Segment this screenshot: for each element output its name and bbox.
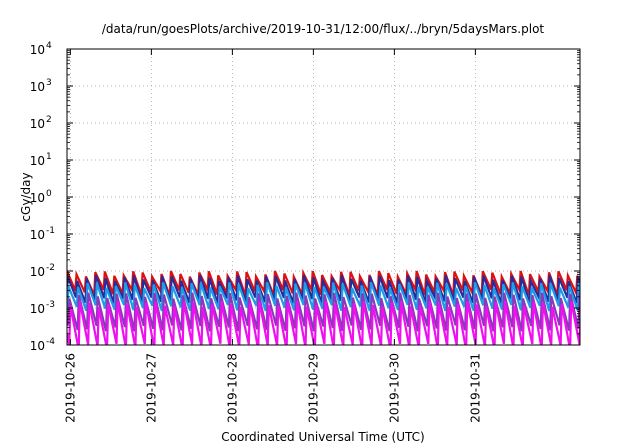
- y-tick-label: 10: [30, 43, 45, 57]
- x-axis-label: Coordinated Universal Time (UTC): [221, 430, 424, 444]
- x-axis: 2019-10-26 2019-10-27 2019-10-28 2019-10-29…: [63, 49, 482, 423]
- series-group: [67, 268, 580, 345]
- y-tick-label: 10: [30, 339, 45, 353]
- x-tick-label: 2019-10-30: [387, 353, 401, 423]
- x-tick-label: 2019-10-31: [468, 353, 482, 423]
- series-line-5: [67, 300, 580, 345]
- y-tick-exponent: -2: [46, 263, 55, 273]
- y-tick-exponent: -3: [46, 300, 55, 310]
- y-tick-label: 10: [30, 265, 45, 279]
- y-tick-exponent: -4: [46, 337, 55, 347]
- series-line-2: [67, 274, 580, 304]
- y-tick-exponent: 2: [46, 115, 52, 125]
- series-line-3: [67, 281, 580, 312]
- x-tick-label: 2019-10-27: [144, 353, 158, 423]
- y-tick-label: 10: [30, 117, 45, 131]
- x-tick-label: 2019-10-28: [225, 353, 239, 423]
- chart-title: /data/run/goesPlots/archive/2019-10-31/1…: [102, 22, 545, 36]
- x-tick-label: 2019-10-29: [306, 353, 320, 423]
- y-axis-label: cGy/day: [19, 172, 33, 221]
- y-tick-label: 10: [30, 80, 45, 94]
- x-tick-label: 2019-10-26: [63, 353, 77, 423]
- y-tick-label: 10: [30, 154, 45, 168]
- y-tick-exponent: 0: [46, 189, 52, 199]
- y-tick-exponent: -1: [46, 226, 55, 236]
- series-line-4: [67, 292, 580, 332]
- y-tick-label: 10: [30, 191, 45, 205]
- series-line-1: [67, 268, 580, 299]
- y-tick-exponent: 4: [46, 41, 52, 51]
- y-tick-exponent: 3: [46, 78, 52, 88]
- y-tick-exponent: 1: [46, 152, 52, 162]
- y-tick-label: 10: [30, 228, 45, 242]
- y-tick-label: 10: [30, 302, 45, 316]
